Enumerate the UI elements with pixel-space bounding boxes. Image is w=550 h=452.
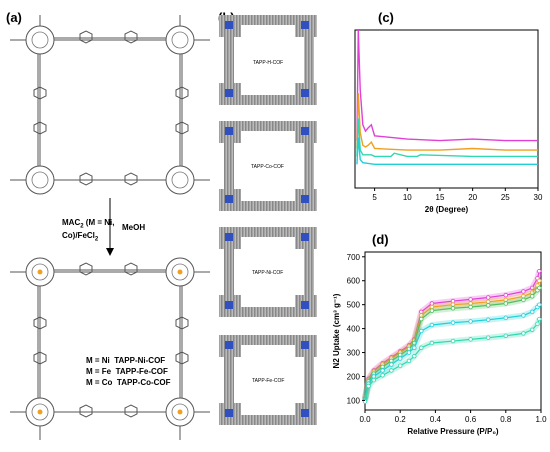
y-axis-title: N2 Uptake (cm³ g⁻¹) bbox=[332, 293, 341, 368]
isotherm-point bbox=[371, 377, 376, 383]
x-tick-label: 30 bbox=[534, 193, 543, 202]
isotherm-point bbox=[380, 368, 385, 373]
cof-block-1 bbox=[219, 15, 317, 105]
isotherm-point bbox=[419, 328, 424, 334]
isotherm-point bbox=[389, 368, 394, 373]
isotherm-point bbox=[537, 278, 542, 283]
isotherm-point bbox=[503, 292, 508, 298]
isotherm-point bbox=[537, 285, 542, 291]
x-tick-label: 0.0 bbox=[359, 415, 371, 424]
n2-isotherm-chart: 0.0 0.2 0.4 0.6 0.8 1.0 100 200 300 400 500 600 700 R… bbox=[332, 251, 547, 436]
solvent-label: MeOH bbox=[122, 223, 146, 232]
reagent-line-2: Co)/FeCl2 bbox=[62, 231, 99, 243]
x-axis-title: Relative Pressure (P/P₀) bbox=[407, 427, 499, 436]
isotherm-point bbox=[485, 335, 491, 340]
pxrd-series-2 bbox=[356, 93, 538, 151]
isotherm-point bbox=[429, 340, 435, 346]
cof-label-fe: TAPP-Fe-COF bbox=[251, 378, 286, 384]
panel-label-d: (d) bbox=[372, 232, 389, 247]
isotherm-point bbox=[521, 297, 526, 303]
pxrd-series-1 bbox=[356, 29, 538, 142]
isotherm-point bbox=[412, 353, 417, 359]
y-tick-label: 500 bbox=[347, 301, 361, 310]
plot-frame bbox=[364, 251, 542, 411]
isotherm-point bbox=[429, 322, 435, 328]
isotherm-point bbox=[450, 338, 456, 344]
plot-frame bbox=[354, 29, 539, 189]
isotherm-point bbox=[406, 350, 412, 355]
x-tick-label: 5 bbox=[372, 193, 377, 202]
isotherm-point bbox=[419, 316, 424, 322]
isotherm-point bbox=[406, 358, 412, 364]
isotherm-point bbox=[468, 304, 473, 310]
framework-top-schematic bbox=[10, 15, 210, 440]
isotherm-point bbox=[535, 321, 540, 327]
x-axis-title: 2θ (Degree) bbox=[425, 205, 469, 214]
isotherm-point bbox=[521, 331, 526, 336]
isotherm-point bbox=[450, 320, 456, 325]
isotherm-point bbox=[429, 308, 435, 313]
panel-label-a: (a) bbox=[6, 10, 22, 25]
isotherm-point bbox=[485, 317, 491, 322]
cof-block-2 bbox=[219, 121, 317, 211]
isotherm-point bbox=[503, 333, 508, 338]
isotherm-point bbox=[468, 337, 473, 342]
x-tick-label: 1.0 bbox=[535, 415, 547, 424]
x-tick-label: 0.8 bbox=[500, 415, 512, 424]
pxrd-series-3 bbox=[356, 118, 538, 158]
isotherm-point bbox=[412, 345, 417, 350]
y-tick-label: 700 bbox=[347, 253, 361, 262]
cof-label-ni: TAPP-Ni-COF bbox=[251, 270, 285, 276]
isotherm-point bbox=[366, 383, 371, 389]
isotherm-point bbox=[537, 268, 542, 274]
cof-label-h: TAPP-H-COF bbox=[252, 60, 285, 66]
isotherm-point bbox=[503, 315, 508, 321]
isotherm-point bbox=[529, 285, 535, 291]
isotherm-point bbox=[485, 295, 491, 300]
cof-block-4 bbox=[219, 335, 317, 425]
product-fe: M = Fe TAPP-Fe-COF bbox=[86, 367, 168, 376]
x-tick-label: 25 bbox=[501, 193, 510, 202]
y-tick-label: 600 bbox=[347, 277, 361, 286]
isotherm-point bbox=[468, 297, 473, 302]
isotherm-point bbox=[529, 327, 535, 333]
x-tick-label: 15 bbox=[436, 193, 445, 202]
y-tick-label: 400 bbox=[347, 325, 361, 334]
isotherm-point bbox=[397, 356, 403, 361]
isotherm-band-4 bbox=[362, 302, 542, 402]
isotherm-point bbox=[468, 319, 473, 324]
isotherm-point bbox=[537, 302, 542, 307]
x-tick-label: 20 bbox=[468, 193, 477, 202]
y-tick-label: 300 bbox=[347, 349, 361, 358]
cof-block-3 bbox=[219, 227, 317, 317]
isotherm-point bbox=[521, 289, 526, 294]
isotherm-point bbox=[529, 294, 535, 299]
cof-structures bbox=[219, 15, 317, 425]
pxrd-chart: 5 10 15 20 25 30 2θ (Degree) bbox=[354, 29, 543, 214]
x-tick-label: 10 bbox=[403, 193, 412, 202]
isotherm-point bbox=[503, 301, 508, 306]
isotherm-point bbox=[529, 309, 535, 315]
product-co: M = Co TAPP-Co-COF bbox=[86, 378, 171, 387]
y-tick-label: 200 bbox=[347, 372, 361, 381]
product-ni: M = Ni TAPP-Ni-COF bbox=[86, 356, 166, 365]
reagent-line-1: MAC2 (M = Ni, bbox=[62, 218, 115, 230]
x-tick-label: 0.6 bbox=[465, 415, 477, 424]
isotherm-point bbox=[397, 363, 403, 368]
x-tick-label: 0.2 bbox=[395, 415, 407, 424]
isotherm-point bbox=[450, 306, 456, 311]
cof-label-co: TAPP-Co-COF bbox=[250, 164, 285, 170]
pxrd-series-4 bbox=[356, 137, 538, 166]
isotherm-point bbox=[419, 345, 424, 350]
isotherm-point bbox=[380, 373, 385, 378]
isotherm-point bbox=[389, 362, 394, 367]
isotherm-point bbox=[521, 313, 526, 318]
x-tick-label: 0.4 bbox=[430, 415, 442, 424]
isotherm-point bbox=[537, 316, 542, 322]
panel-label-c: (c) bbox=[378, 10, 394, 25]
y-tick-label: 100 bbox=[347, 396, 361, 405]
isotherm-point bbox=[485, 303, 491, 308]
